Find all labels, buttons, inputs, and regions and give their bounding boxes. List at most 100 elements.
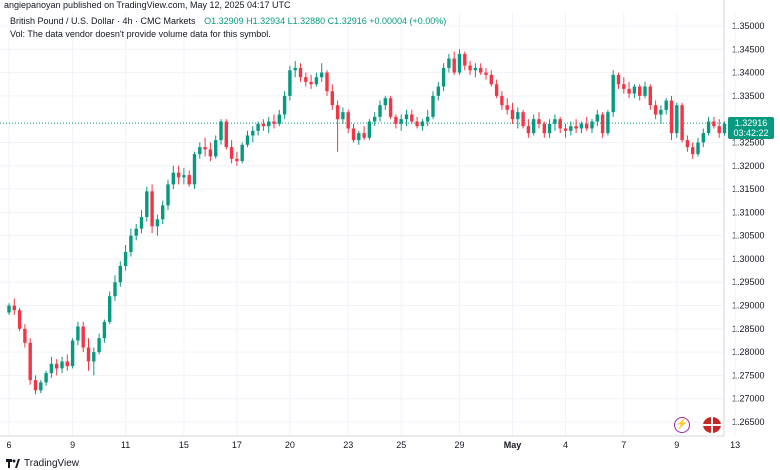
candle	[245, 130, 250, 148]
candle	[235, 151, 239, 166]
candle	[373, 112, 377, 127]
candle-body	[150, 191, 154, 227]
candle-body	[229, 147, 234, 159]
candle	[426, 109, 430, 127]
candle	[23, 324, 27, 348]
candle	[240, 142, 244, 164]
candle-body	[320, 72, 324, 78]
volume-note: Vol: The data vendor doesn't provide vol…	[10, 29, 271, 39]
candle	[622, 77, 626, 94]
candle-body	[532, 119, 536, 134]
candle	[108, 291, 112, 325]
candle	[722, 121, 727, 136]
candle	[394, 114, 398, 129]
y-tick-label: 1.34000	[732, 68, 765, 78]
x-tick-label: 25	[396, 440, 406, 450]
flash-icon[interactable]: ⚡	[674, 417, 690, 433]
candle	[431, 91, 435, 120]
candle-body	[452, 58, 456, 73]
candle	[81, 321, 85, 353]
candle	[526, 119, 531, 138]
candle-body	[494, 84, 499, 96]
candle	[452, 51, 456, 75]
candle	[399, 114, 403, 131]
candle-body	[383, 98, 387, 106]
candle-body	[219, 121, 223, 141]
candle-body	[585, 123, 589, 129]
candle-body	[166, 184, 170, 206]
candle	[17, 307, 22, 332]
candle-body	[134, 228, 138, 236]
candle-body	[484, 72, 488, 75]
tradingview-logo-icon	[6, 458, 20, 468]
x-tick-label: 13	[730, 440, 740, 450]
y-tick-label: 1.26500	[732, 417, 765, 427]
candle	[388, 95, 393, 120]
x-tick-label: 11	[121, 440, 130, 450]
candle-body	[108, 296, 112, 322]
candle	[86, 338, 91, 371]
candle	[102, 319, 107, 343]
candle	[537, 112, 541, 129]
candle-body	[600, 114, 605, 134]
candle	[420, 119, 425, 131]
candle	[484, 67, 488, 80]
candle	[309, 74, 313, 89]
candle	[712, 116, 716, 129]
uk-flag-icon[interactable]	[703, 417, 721, 433]
candle-body	[643, 86, 647, 96]
candle	[600, 112, 605, 138]
candle-body	[293, 67, 297, 71]
candle-body	[537, 119, 541, 124]
candle-body	[187, 175, 191, 185]
candle	[378, 100, 382, 122]
candle-body	[468, 65, 472, 71]
candle	[314, 72, 319, 87]
candle	[611, 70, 615, 117]
candle-body	[500, 95, 504, 106]
candle-body	[691, 147, 695, 155]
published-line: angiepanoyan published on TradingView.co…	[4, 0, 291, 10]
x-tick-label: 9	[674, 440, 679, 450]
symbol-title[interactable]: British Pound / U.S. Dollar · 4h · CMC M…	[10, 16, 196, 26]
candle-body	[558, 119, 562, 129]
candle-body	[44, 373, 48, 383]
candle-body	[701, 133, 705, 143]
candle	[55, 359, 59, 376]
candle	[585, 116, 589, 131]
candle	[404, 109, 409, 127]
candle	[659, 105, 663, 124]
candle-body	[81, 326, 85, 348]
candle-body	[118, 265, 122, 283]
y-tick-label: 1.35000	[732, 21, 765, 31]
candle	[717, 119, 721, 138]
candle-body	[325, 72, 329, 92]
candle-body	[282, 95, 287, 115]
bar-countdown: 03:42:22	[733, 128, 769, 139]
candle-body	[404, 114, 409, 120]
candle-body	[606, 112, 610, 134]
candle	[304, 72, 308, 87]
candle-body	[272, 121, 276, 124]
candle-body	[86, 347, 91, 362]
candle-body	[298, 67, 303, 78]
candle-body	[712, 121, 716, 127]
candle-body	[447, 58, 451, 68]
y-tick-label: 1.30500	[732, 231, 765, 241]
candle-body	[410, 114, 414, 122]
y-tick-label: 1.31000	[732, 207, 765, 217]
candle-body	[362, 133, 366, 138]
candle	[457, 49, 462, 75]
candle	[547, 119, 552, 138]
candle	[192, 151, 197, 190]
candle-body	[28, 342, 32, 381]
candle-body	[129, 235, 133, 252]
y-tick-label: 1.28500	[732, 324, 765, 334]
candle-body	[563, 128, 568, 131]
y-tick-label: 1.34500	[732, 44, 765, 54]
candle-body	[479, 67, 483, 73]
candle	[521, 109, 525, 129]
footer-brand[interactable]: TradingView	[6, 458, 79, 469]
candle-body	[70, 340, 75, 367]
